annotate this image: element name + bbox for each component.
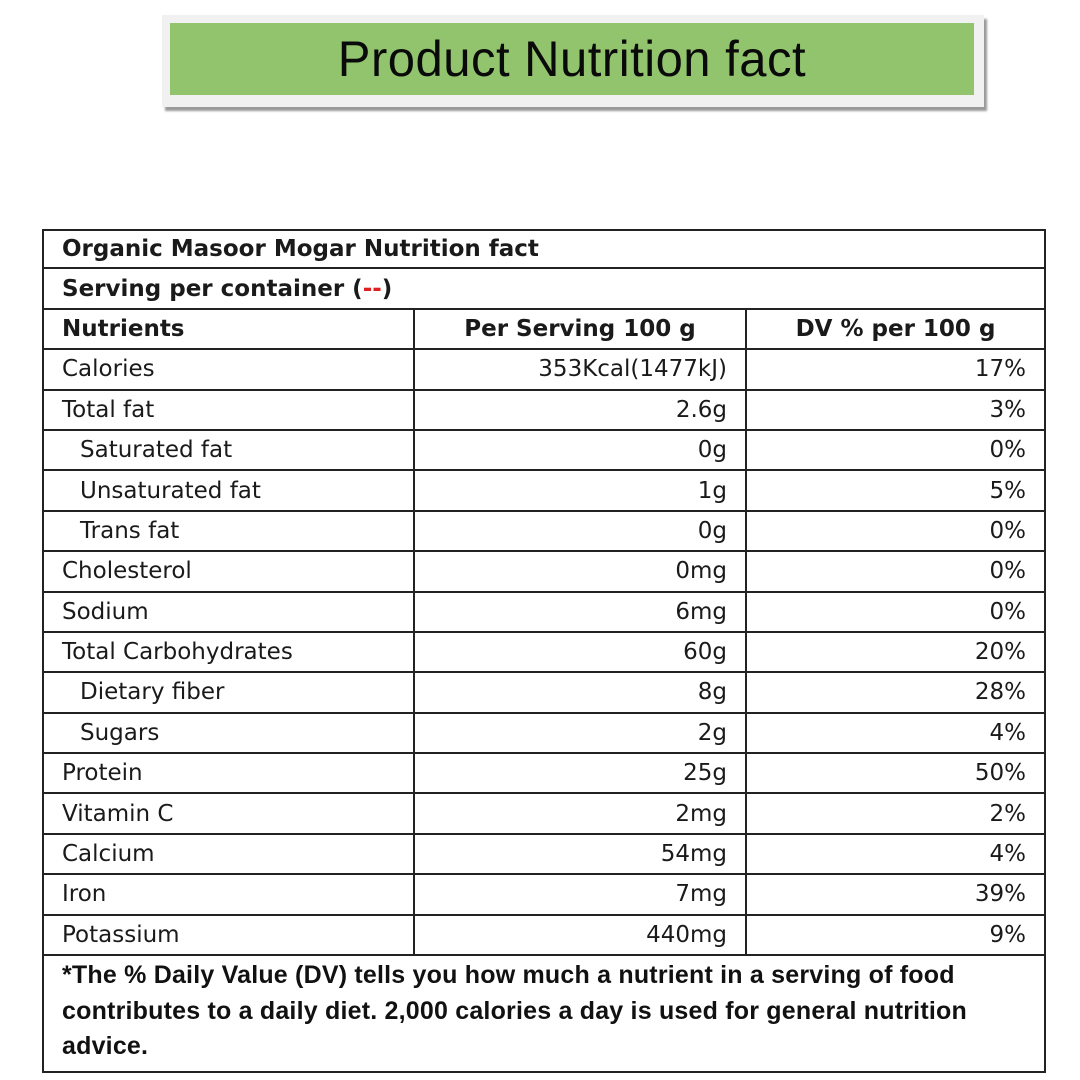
table-row: Protein 25g 50% xyxy=(42,754,1046,795)
table-body: Calories 353Kcal(1477kJ) 17% Total fat 2.6g 3… xyxy=(42,350,1046,957)
per-serving-value: 2mg xyxy=(415,794,747,833)
per-serving-value: 0g xyxy=(415,430,747,470)
dv-percent: 3% xyxy=(989,396,1027,423)
per-serving-value: 6mg xyxy=(415,592,747,631)
title-banner: Product Nutrition fact xyxy=(170,23,974,95)
nutrient-name: Unsaturated fat xyxy=(44,471,415,510)
serving-value: -- xyxy=(362,275,382,302)
product-title: Organic Masoor Mogar Nutrition fact xyxy=(62,236,539,263)
dv-percent: 0% xyxy=(989,558,1027,585)
dv-percent: 0% xyxy=(989,437,1027,464)
serving-prefix: Serving per container ( xyxy=(62,275,363,302)
dv-percent: 28% xyxy=(974,679,1026,706)
per-serving-value: 60g xyxy=(415,632,747,672)
per-serving-value: 0mg xyxy=(415,552,747,591)
nutrient-name: Cholesterol xyxy=(44,552,415,591)
table-row: Calcium 54mg 4% xyxy=(42,834,1046,876)
column-header-nutrients: Nutrients xyxy=(44,309,415,349)
page-title: Product Nutrition fact xyxy=(337,31,807,87)
nutrient-name: Total Carbohydrates xyxy=(44,632,415,672)
per-serving-value: 54mg xyxy=(415,834,747,874)
table-row: Dietary fiber 8g 28% xyxy=(42,673,1046,714)
per-serving-value: 440mg xyxy=(415,915,747,955)
per-serving-value: 353Kcal(1477kJ) xyxy=(415,350,747,389)
table-row: Potassium 440mg 9% xyxy=(42,915,1046,957)
nutrient-name: Saturated fat xyxy=(44,430,415,470)
per-serving-value: 2.6g xyxy=(415,390,747,429)
nutrient-name: Calcium xyxy=(44,834,415,874)
table-row: Iron 7mg 39% xyxy=(42,875,1046,916)
nutrient-name: Sodium xyxy=(44,592,415,631)
nutrient-name: Sugars xyxy=(44,713,415,753)
table-row: Vitamin C 2mg 2% xyxy=(42,794,1046,835)
table-row: Cholesterol 0mg 0% xyxy=(42,552,1046,593)
nutrient-name: Dietary fiber xyxy=(44,673,415,712)
table-row: Trans fat 0g 0% xyxy=(42,511,1046,553)
dv-percent: 17% xyxy=(974,356,1026,383)
column-header-dv: DV % per 100 g xyxy=(795,315,996,342)
table-row: Unsaturated fat 1g 5% xyxy=(42,471,1046,512)
per-serving-value: 0g xyxy=(415,511,747,551)
dv-percent: 4% xyxy=(989,841,1027,868)
dv-percent: 50% xyxy=(974,760,1026,787)
serving-per-container: Serving per container (--) xyxy=(44,269,1044,307)
per-serving-value: 1g xyxy=(415,471,747,510)
dv-percent: 9% xyxy=(989,921,1027,948)
table-row: Total Carbohydrates 60g 20% xyxy=(42,632,1046,674)
product-title-row: Organic Masoor Mogar Nutrition fact xyxy=(42,229,1046,270)
serving-suffix: ) xyxy=(381,275,393,302)
nutrient-name: Protein xyxy=(44,754,415,793)
per-serving-value: 7mg xyxy=(415,875,747,914)
table-row: Sodium 6mg 0% xyxy=(42,592,1046,633)
table-row: Calories 353Kcal(1477kJ) 17% xyxy=(42,350,1046,391)
dv-percent: 0% xyxy=(989,517,1027,544)
serving-row: Serving per container (--) xyxy=(42,269,1046,310)
table-row: Total fat 2.6g 3% xyxy=(42,390,1046,431)
table-row: Sugars 2g 4% xyxy=(42,713,1046,755)
dv-percent: 39% xyxy=(974,881,1026,908)
column-header-per-serving: Per Serving 100 g xyxy=(415,309,747,349)
nutrient-name: Vitamin C xyxy=(44,794,415,833)
dv-footnote: *The % Daily Value (DV) tells you how mu… xyxy=(42,956,1046,1073)
nutrient-name: Potassium xyxy=(44,915,415,955)
dv-percent: 2% xyxy=(989,800,1027,827)
nutrient-name: Iron xyxy=(44,875,415,914)
table-row: Saturated fat 0g 0% xyxy=(42,430,1046,472)
nutrient-name: Calories xyxy=(44,350,415,389)
dv-percent: 4% xyxy=(989,719,1027,746)
nutrient-name: Total fat xyxy=(44,390,415,429)
per-serving-value: 2g xyxy=(415,713,747,753)
dv-percent: 5% xyxy=(989,477,1027,504)
per-serving-value: 8g xyxy=(415,673,747,712)
nutrition-table: Organic Masoor Mogar Nutrition fact Serv… xyxy=(42,229,1046,1073)
nutrient-name: Trans fat xyxy=(44,511,415,551)
dv-percent: 20% xyxy=(974,639,1026,666)
table-header-row: Nutrients Per Serving 100 g DV % per 100… xyxy=(42,309,1046,351)
per-serving-value: 25g xyxy=(415,754,747,793)
dv-percent: 0% xyxy=(989,598,1027,625)
